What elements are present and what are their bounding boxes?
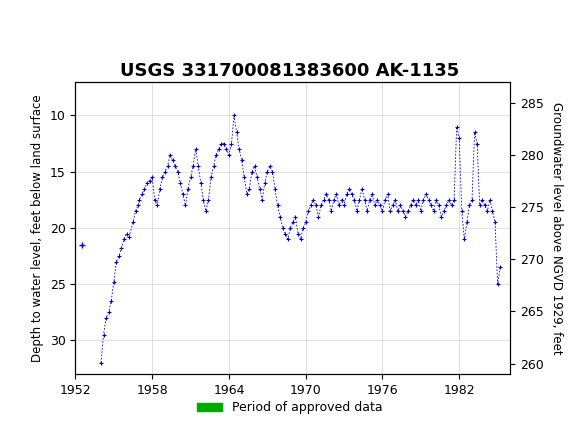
Text: USGS 331700081383600 AK-1135: USGS 331700081383600 AK-1135: [121, 62, 459, 80]
Y-axis label: Depth to water level, feet below land surface: Depth to water level, feet below land su…: [31, 94, 44, 362]
Text: ≡USGS: ≡USGS: [12, 16, 70, 35]
Text: ≋USGS: ≋USGS: [6, 17, 77, 35]
Legend: Period of approved data: Period of approved data: [192, 396, 388, 419]
Y-axis label: Groundwater level above NGVD 1929, feet: Groundwater level above NGVD 1929, feet: [550, 101, 563, 354]
